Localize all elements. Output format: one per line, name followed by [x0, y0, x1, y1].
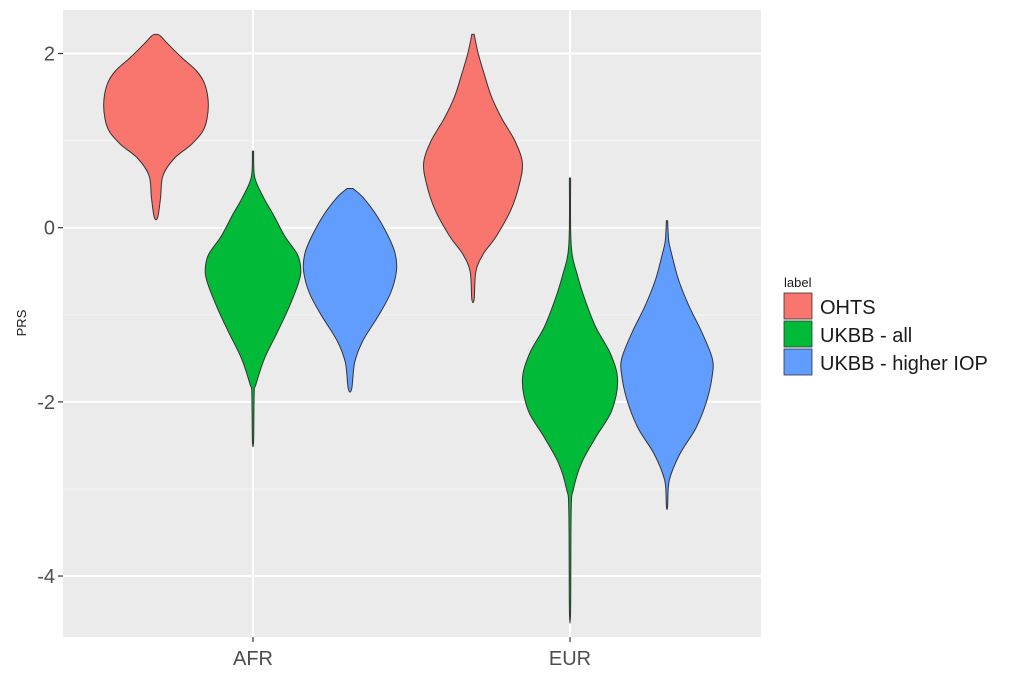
legend-title: label	[784, 275, 812, 290]
y-tick-label: -2	[37, 392, 55, 414]
legend-key	[783, 348, 813, 376]
violin-ukbb-higher-iop-afr	[302, 188, 398, 393]
y-tick-label: 0	[44, 218, 55, 240]
x-tick-label: EUR	[549, 648, 591, 670]
legend-label: UKBB - all	[820, 325, 912, 347]
legend-label: UKBB - higher IOP	[820, 353, 988, 375]
y-tick-label: -4	[37, 566, 55, 588]
x-axis: AFR EUR	[233, 637, 591, 670]
legend-key	[783, 320, 813, 348]
violin-layer	[103, 33, 714, 624]
legend-key	[783, 292, 813, 320]
violin-ohts-afr	[103, 33, 209, 221]
y-axis-title: PRS	[14, 309, 29, 336]
y-tick-label: 2	[44, 44, 55, 66]
x-tick-label: AFR	[233, 648, 273, 670]
violin-ukbb-higher-iop-eur	[620, 220, 714, 511]
legend: label OHTS UKBB - all UKBB - higher IOP	[783, 275, 988, 376]
violin-ukbb-all-afr	[204, 150, 302, 448]
legend-label: OHTS	[820, 297, 876, 319]
violin-ukbb-all-eur	[521, 177, 619, 624]
violin-ohts-eur	[423, 33, 523, 304]
y-axis: 2 0 -2 -4	[37, 44, 63, 588]
